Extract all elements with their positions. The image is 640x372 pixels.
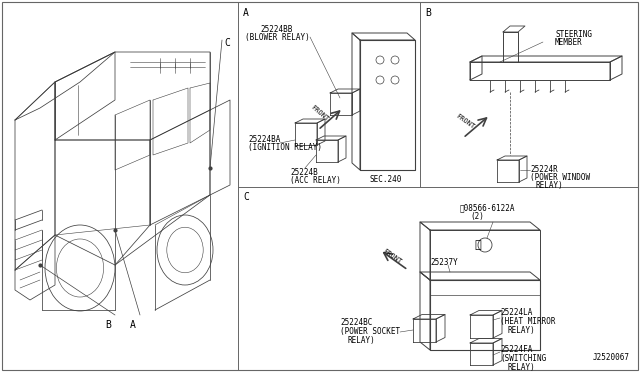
Text: (SWITCHING: (SWITCHING xyxy=(500,354,547,363)
Text: (POWER WINDOW: (POWER WINDOW xyxy=(530,173,590,182)
Text: SEC.240: SEC.240 xyxy=(370,175,403,184)
Text: RELAY): RELAY) xyxy=(508,326,536,335)
Text: 25224BC: 25224BC xyxy=(340,318,372,327)
Text: 25224BA: 25224BA xyxy=(248,135,280,144)
Text: RELAY): RELAY) xyxy=(508,363,536,372)
Text: FRONT: FRONT xyxy=(455,113,476,130)
Text: C: C xyxy=(224,38,230,48)
Text: B: B xyxy=(425,8,431,18)
Text: J2520067: J2520067 xyxy=(593,353,630,362)
Text: RELAY): RELAY) xyxy=(536,181,564,190)
Text: FRONT: FRONT xyxy=(382,248,403,265)
Text: RELAY): RELAY) xyxy=(348,336,376,345)
Text: 25224B: 25224B xyxy=(290,168,317,177)
Text: Ⓢ: Ⓢ xyxy=(475,240,481,250)
Text: (ACC RELAY): (ACC RELAY) xyxy=(290,176,341,185)
Text: 25224LA: 25224LA xyxy=(500,308,532,317)
Text: C: C xyxy=(243,192,249,202)
Text: 25224R: 25224R xyxy=(530,165,557,174)
Text: A: A xyxy=(130,320,136,330)
Text: (POWER SOCKET: (POWER SOCKET xyxy=(340,327,400,336)
Text: 25224FA: 25224FA xyxy=(500,345,532,354)
Text: (IGNITION RELAY): (IGNITION RELAY) xyxy=(248,143,322,152)
Text: A: A xyxy=(243,8,249,18)
Text: B: B xyxy=(105,320,111,330)
Text: MEMBER: MEMBER xyxy=(555,38,583,47)
Text: 25224BB: 25224BB xyxy=(261,25,293,34)
Text: 25237Y: 25237Y xyxy=(430,258,458,267)
Text: Ⓢ08566-6122A: Ⓢ08566-6122A xyxy=(460,203,515,212)
Text: STEERING: STEERING xyxy=(555,30,592,39)
Text: (2): (2) xyxy=(470,212,484,221)
Text: FRONT: FRONT xyxy=(310,104,330,122)
Text: (BLOWER RELAY): (BLOWER RELAY) xyxy=(244,33,309,42)
Text: (HEAT MIRROR: (HEAT MIRROR xyxy=(500,317,556,326)
